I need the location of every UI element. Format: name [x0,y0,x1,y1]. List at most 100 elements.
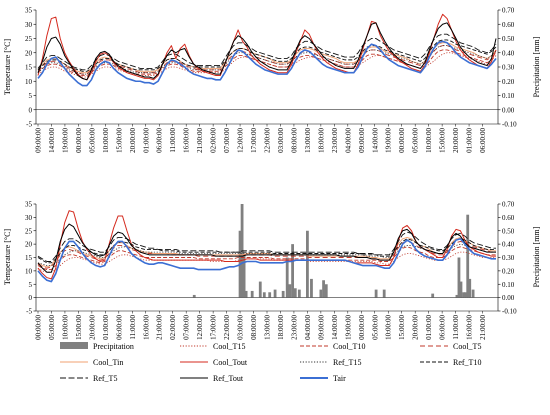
bottom-x-tick-label: 23:00:00 [290,315,298,340]
bottom-x-tick-label: 03:00:00 [237,315,245,340]
legend: Precipitation Cool_T15 Cool_T10 Cool_T5 Cool… [60,342,481,383]
bottom-x-tick-label: 04:00:00 [304,315,312,340]
top-series-cool-tout [37,13,497,81]
bottom-x-tick-label: 21:00:00 [156,315,164,340]
bottom-series-ref-tout [37,223,496,273]
bottom-x-tick-label: 05:00:00 [371,315,379,340]
top-x-tick-label: 10:00:00 [102,128,110,153]
top-x-tick-label: 20:00:00 [452,128,460,153]
top-y-tick-label: 25 [25,35,33,43]
bottom-y-tick-label: 0 [29,294,33,302]
bottom-precipitation-bar [281,290,285,298]
bottom-x-tick-label: 14:00:00 [331,315,339,340]
legend-label-ref-t5: Ref_T5 [93,374,117,383]
bottom-precipitation-bar [291,244,294,298]
bottom-x-ticks: 00:00:00 05:00:00 10:00:00 15:00:00 20:00:00… [35,311,487,340]
top-x-tick-label: 06:00:00 [156,128,164,153]
legend-swatch-precipitation [60,342,88,349]
bottom-x-tick-label: 11:00:00 [129,315,137,340]
bottom-y2-tick-label: 0.20 [502,267,515,275]
bottom-precipitation-bar [466,214,470,298]
top-x-tick-label: 07:00:00 [223,128,231,153]
bottom-precipitation-bar [310,278,313,298]
bottom-precipitation-bar [244,290,248,298]
bottom-precipitation-bar [268,292,272,298]
bottom-x-tick-label: 12:00:00 [196,315,204,340]
bottom-x-tick-label: 20:00:00 [88,315,96,340]
top-x-tick-label: 02:00:00 [210,128,218,153]
bottom-precipitation-bar [258,281,262,298]
bottom-x-tick-label: 05:00:00 [48,315,56,340]
bottom-x-tick-label: 01:00:00 [425,315,433,340]
bottom-x-tick-label: 13:00:00 [264,315,272,340]
top-x-tick-label: 16:00:00 [183,128,191,153]
top-y-tick-label: 10 [25,78,33,86]
bottom-series-cool-t15 [37,251,496,273]
top-y2-tick-label: 0.60 [502,21,515,29]
bottom-precipitation-bar [262,292,266,298]
bottom-x-tick-label: 15:00:00 [75,315,83,340]
top-x-tick-label: 17:00:00 [250,128,258,153]
top-x-tick-label: 09:00:00 [35,128,43,153]
top-x-tick-label: 04:00:00 [344,128,352,153]
chart-bottom: -5 0 5 10 15 20 25 30 35 -0.10 0.00 0.10 0.20 0.30 0.… [3,201,541,340]
top-x-tick-label: 12:00:00 [237,128,245,153]
bottom-y2-tick-label: 0.60 [502,214,515,222]
legend-label-cool-tin: Cool_Tin [93,358,123,367]
bottom-y2label: Precipitation [mm] [532,226,541,287]
top-y2-ticks: -0.10 0.00 0.10 0.20 0.30 0.40 0.50 0.60 0.70 [498,7,517,129]
bottom-x-tick-label: 19:00:00 [344,315,352,340]
bottom-precipitation-bar [285,257,289,298]
bottom-x-tick-label: 00:00:00 [35,315,43,340]
top-x-tick-label: 15:00:00 [115,128,123,153]
top-series-tair [37,40,497,87]
top-x-tick-label: 14:00:00 [371,128,379,153]
top-y-tick-label: 30 [25,21,33,29]
bottom-precipitation-bar [468,278,472,298]
top-y-tick-label: 15 [25,64,33,72]
top-x-tick-label: 08:00:00 [290,128,298,153]
bottom-series-ref-t5 [37,231,496,262]
bottom-x-tick-label: 10:00:00 [385,315,393,340]
legend-label-precipitation: Precipitation [93,342,134,351]
bottom-precipitation-bar [297,289,301,298]
top-y2-tick-label: 0.70 [502,7,515,15]
bottom-y-tick-label: 5 [29,281,33,289]
bottom-y2-ticks: -0.10 0.00 0.10 0.20 0.30 0.40 0.50 0.60 0.70 [498,201,517,316]
top-series-ref-t5 [37,33,497,71]
bottom-y2-tick-label: 0.30 [502,254,515,262]
bottom-series-ref-t15 [37,243,496,266]
legend-label-tair: Tair [333,374,346,383]
bottom-y-tick-label: 15 [25,254,33,262]
legend-label-cool-t5: Cool_T5 [453,342,481,351]
bottom-precipitation-bar [455,294,459,298]
bottom-series-lines [37,210,496,283]
bottom-y-tick-label: 10 [25,267,33,275]
legend-label-ref-tout: Ref_Tout [213,374,244,383]
bottom-x-tick-label: 07:00:00 [183,315,191,340]
legend-label-ref-t10: Ref_T10 [453,358,481,367]
top-y2-tick-label: 0.10 [502,92,515,100]
bottom-precipitation-bar [250,290,254,298]
bottom-precipitation-bar [192,294,196,298]
top-ylabel: Temperature [°C] [3,39,12,96]
chart-top: -5 0 5 10 15 20 25 30 35 -0.10 0.00 0.10 0.20 0.30 0.… [3,7,541,153]
top-x-tick-label: 14:00:00 [48,128,56,153]
legend-label-ref-t15: Ref_T15 [333,358,361,367]
top-x-tick-label: 13:00:00 [304,128,312,153]
bottom-precipitation-bar [322,280,325,298]
top-x-tick-label: 21:00:00 [196,128,204,153]
top-x-tick-label: 11:00:00 [169,128,177,153]
bottom-y2-tick-label: 0.10 [502,281,515,289]
bottom-y-tick-label: 35 [25,201,33,209]
bottom-precipitation-bar [382,289,386,298]
bottom-x-tick-label: 00:00:00 [358,315,366,340]
bottom-precipitation-bar [457,257,461,298]
bottom-y-tick-label: -5 [26,308,32,316]
bottom-x-tick-label: 02:00:00 [169,315,177,340]
top-y2label: Precipitation [mm] [532,36,541,97]
bottom-x-tick-label: 06:00:00 [439,315,447,340]
top-series-ref-t10 [37,39,497,72]
bottom-y2-tick-label: 0.50 [502,227,515,235]
